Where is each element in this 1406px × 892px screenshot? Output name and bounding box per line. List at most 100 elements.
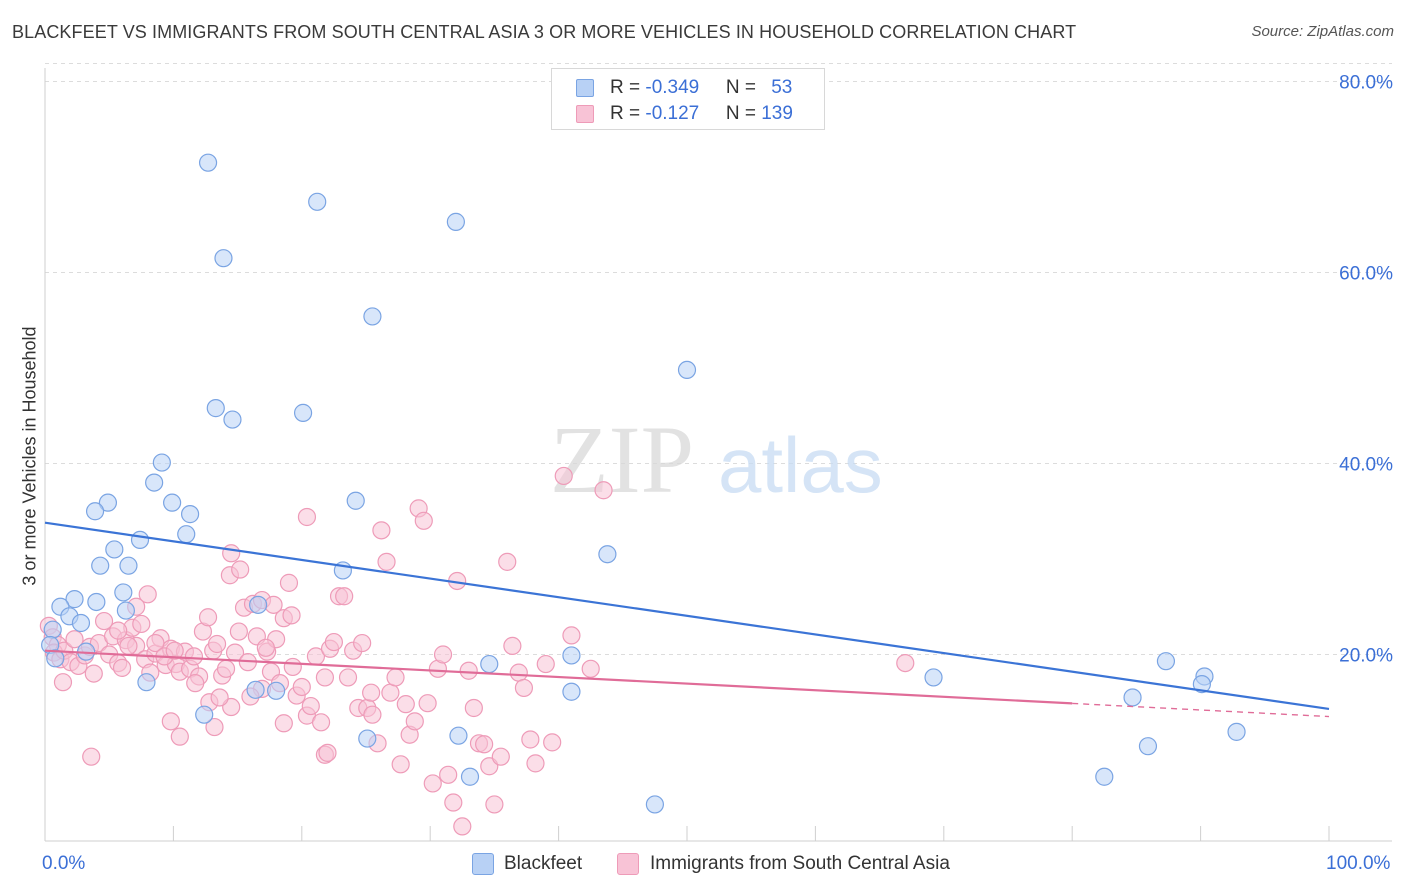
immigrants-point bbox=[503, 636, 522, 656]
blackfeet-point bbox=[195, 705, 214, 724]
blackfeet-point bbox=[446, 212, 465, 231]
blackfeet-point bbox=[267, 681, 286, 700]
blackfeet-point bbox=[206, 399, 225, 418]
immigrants-point bbox=[264, 595, 283, 614]
blackfeet-point bbox=[65, 590, 84, 609]
blackfeet-point bbox=[214, 249, 233, 268]
immigrants-point bbox=[311, 713, 331, 732]
immigrants-point bbox=[53, 673, 73, 692]
immigrants-point bbox=[423, 774, 442, 793]
legend-r-value-immigrants: -0.127 bbox=[645, 103, 700, 124]
blackfeet-point bbox=[198, 153, 218, 172]
blackfeet-point bbox=[91, 556, 110, 575]
chart-source: Source: ZipAtlas.com bbox=[1251, 23, 1394, 40]
immigrants-point bbox=[372, 521, 391, 540]
immigrants-point bbox=[464, 698, 483, 718]
immigrants-point bbox=[65, 630, 84, 649]
legend-n-label: N = bbox=[725, 103, 762, 124]
immigrants-point bbox=[594, 481, 613, 500]
immigrants-point bbox=[377, 552, 396, 571]
trend-line-blackfeet bbox=[44, 521, 1330, 711]
immigrants-point bbox=[170, 727, 189, 746]
blackfeet-point bbox=[363, 307, 382, 326]
immigrants-point bbox=[526, 754, 545, 773]
immigrants-point bbox=[318, 743, 337, 762]
immigrants-point bbox=[498, 552, 517, 571]
blackfeet-point bbox=[1123, 688, 1142, 707]
immigrants-point bbox=[418, 694, 437, 713]
watermark-atlas: atlas bbox=[718, 421, 883, 509]
blackfeet-point bbox=[180, 505, 200, 524]
blackfeet-point bbox=[677, 360, 697, 380]
y-tick-label: 40.0% bbox=[1339, 455, 1393, 476]
y-tick-label: 20.0% bbox=[1339, 646, 1393, 667]
immigrants-point bbox=[896, 653, 915, 673]
series-legend-swatch-immigrants bbox=[617, 853, 639, 875]
watermark: ZIP atlas bbox=[550, 406, 883, 513]
immigrants-point bbox=[184, 647, 204, 666]
series-legend-swatch-blackfeet bbox=[472, 853, 494, 875]
blackfeet-point bbox=[1138, 737, 1158, 756]
watermark-zip: ZIP bbox=[550, 406, 694, 513]
immigrants-point bbox=[514, 678, 534, 698]
blackfeet-point bbox=[358, 729, 377, 748]
immigrants-point bbox=[94, 611, 114, 631]
series-legend-label-blackfeet: Blackfeet bbox=[504, 853, 583, 874]
immigrants-point bbox=[381, 683, 400, 702]
immigrants-point bbox=[274, 714, 293, 733]
immigrants-point bbox=[386, 668, 405, 687]
immigrants-point bbox=[256, 638, 275, 657]
immigrants-point bbox=[509, 663, 528, 682]
blackfeet-point bbox=[85, 502, 105, 521]
immigrants-point bbox=[210, 688, 229, 707]
chart-title: BLACKFEET VS IMMIGRANTS FROM SOUTH CENTR… bbox=[12, 22, 1077, 42]
blackfeet-point bbox=[562, 682, 581, 701]
immigrants-point bbox=[338, 668, 358, 687]
immigrants-point bbox=[165, 641, 184, 660]
blackfeet-point bbox=[924, 668, 943, 687]
blackfeet-point bbox=[98, 493, 118, 512]
immigrants-point bbox=[186, 674, 205, 693]
immigrants-point bbox=[161, 712, 180, 731]
immigrants-point bbox=[112, 658, 132, 677]
immigrants-point bbox=[84, 664, 103, 683]
legend-n-value-blackfeet: 53 bbox=[771, 77, 793, 98]
immigrants-point bbox=[581, 659, 600, 678]
immigrants-point bbox=[453, 817, 472, 836]
legend-swatch-immigrants bbox=[576, 105, 594, 123]
immigrants-point bbox=[324, 632, 343, 652]
immigrants-point bbox=[231, 560, 250, 579]
x-tick-label-max: 100.0% bbox=[1326, 853, 1391, 874]
immigrants-point bbox=[292, 677, 311, 697]
series-legend-label-immigrants: Immigrants from South Central Asia bbox=[650, 853, 950, 874]
immigrants-point bbox=[216, 659, 236, 678]
immigrants-point bbox=[138, 585, 157, 604]
legend-r-label: R = bbox=[610, 77, 646, 98]
immigrants-point bbox=[315, 668, 335, 687]
x-tick-label-min: 0.0% bbox=[42, 853, 86, 874]
immigrants-point bbox=[82, 747, 101, 766]
immigrants-point bbox=[335, 587, 354, 606]
immigrants-point bbox=[521, 730, 540, 749]
immigrants-point bbox=[119, 636, 138, 656]
immigrants-point bbox=[222, 544, 241, 563]
blackfeet-point bbox=[449, 726, 468, 745]
immigrants-point bbox=[405, 712, 424, 731]
blackfeet-point bbox=[163, 493, 182, 512]
immigrants-point bbox=[132, 614, 151, 634]
blackfeet-point bbox=[562, 646, 581, 665]
y-axis-label: 3 or more Vehicles in Household bbox=[19, 326, 40, 586]
blackfeet-point bbox=[246, 680, 265, 699]
blackfeet-point bbox=[87, 592, 106, 612]
legend-n-label: N = bbox=[725, 77, 762, 98]
blackfeet-point bbox=[105, 540, 124, 559]
legend-swatch-blackfeet bbox=[576, 79, 594, 97]
immigrants-point bbox=[536, 654, 555, 674]
blackfeet-point bbox=[308, 192, 327, 211]
immigrants-point bbox=[279, 573, 299, 592]
immigrants-point bbox=[414, 511, 433, 530]
immigrants-point bbox=[146, 633, 165, 653]
blackfeet-point bbox=[460, 767, 480, 786]
immigrants-point bbox=[444, 793, 463, 812]
